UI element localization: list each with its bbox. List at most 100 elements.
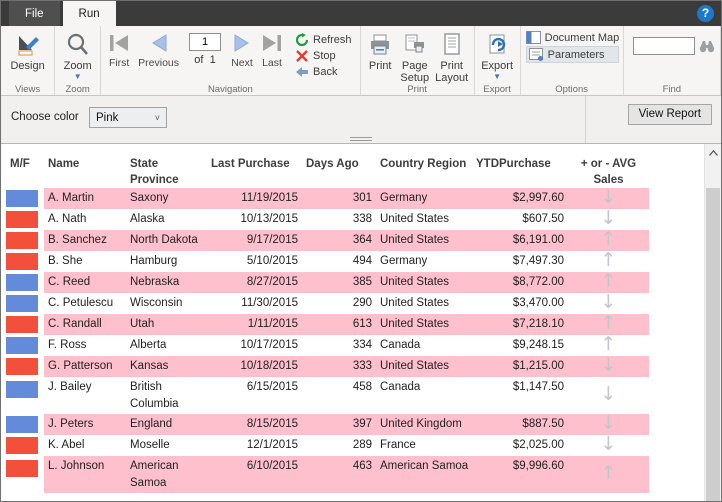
refresh-icon [295, 33, 309, 47]
table-row: C. Randall Utah 1/11/2015 613 United States $… [6, 314, 649, 336]
state-cell: England [126, 414, 207, 436]
trend-up-arrow-icon: ↑ [600, 335, 617, 356]
country-cell: Germany [376, 188, 472, 210]
days-ago-cell: 301 [302, 188, 376, 210]
parameter-divider [585, 96, 586, 143]
design-button[interactable]: Design [5, 29, 51, 72]
back-button[interactable]: Back [295, 65, 352, 79]
document-map-button[interactable]: Document Map [525, 31, 619, 44]
gender-color-swatch [6, 274, 38, 292]
table-row: K. Abel Moselle 12/1/2015 289 France $2,025.0… [6, 435, 649, 457]
days-ago-cell: 334 [352, 339, 372, 352]
ytd-cell: $7,497.30 [512, 255, 564, 268]
first-page-label: First [108, 57, 130, 69]
days-ago-cell: 333 [302, 356, 376, 378]
find-input[interactable] [632, 37, 695, 55]
state-cell: Alaska [130, 213, 165, 226]
choose-color-label: Choose color [11, 111, 79, 123]
stop-button[interactable]: Stop [295, 49, 352, 63]
print-layout-icon [443, 33, 460, 55]
tab-run[interactable]: Run [62, 1, 116, 26]
gender-color-swatch [6, 232, 38, 250]
tab-file[interactable]: File [9, 1, 60, 26]
scroll-up-icon[interactable] [705, 144, 721, 162]
gender-cell [6, 377, 44, 415]
options-stack: Document Map Parameters [525, 31, 620, 65]
last-purchase-cell: 11/30/2015 [241, 297, 298, 310]
previous-page-icon [151, 34, 167, 52]
last-purchase-cell: 10/18/2015 [207, 356, 302, 378]
days-ago-cell: 385 [302, 272, 376, 294]
country-cell: United States [376, 356, 472, 378]
page-setup-button[interactable]: Page Setup [397, 29, 433, 84]
ytd-cell: $7,218.10 [472, 314, 568, 336]
country-cell: United States [376, 314, 472, 336]
last-purchase-cell: 9/17/2015 [207, 230, 302, 252]
export-dropdown-caret-icon[interactable]: ▼ [493, 72, 502, 82]
splitter-grip[interactable] [350, 137, 372, 141]
ytd-cell: $1,147.50 [512, 381, 564, 394]
ytd-cell: $887.50 [472, 414, 568, 436]
next-page-button[interactable]: Next [231, 33, 253, 69]
state-cell: Saxony [126, 188, 207, 210]
tab-strip: File Run ? [1, 1, 721, 26]
vertical-scrollbar[interactable] [704, 144, 721, 501]
gender-cell [6, 414, 44, 436]
print-layout-button[interactable]: Print Layout [433, 29, 471, 84]
last-purchase-cell: 10/13/2015 [240, 213, 298, 226]
first-page-button[interactable]: First [108, 33, 130, 69]
ytd-cell: $8,772.00 [472, 272, 568, 294]
print-button[interactable]: Print [364, 29, 397, 72]
page-number-input[interactable] [189, 33, 222, 51]
name-cell: B. Sanchez [44, 230, 126, 252]
zoom-button[interactable]: Zoom ▼ [58, 29, 97, 81]
export-group-label: Export [483, 84, 511, 95]
previous-page-button[interactable]: Previous [138, 33, 179, 69]
stop-icon [296, 50, 308, 62]
export-label: Export [481, 60, 514, 72]
trend-down-arrow-icon: ↓ [568, 188, 649, 210]
binoculars-icon[interactable] [699, 39, 715, 53]
table-row: C. Reed Nebraska 8/27/2015 385 United States… [6, 272, 649, 294]
color-select[interactable]: Pink ˅ [89, 107, 167, 128]
trend-up-arrow-icon: ↑ [600, 251, 617, 272]
gender-cell [6, 335, 44, 357]
last-purchase-cell: 6/10/2015 [207, 456, 302, 494]
country-cell: Canada [380, 381, 421, 394]
page-setup-icon [405, 34, 424, 53]
gender-cell [6, 356, 44, 378]
report-table: M/F Name State Province Last Purchase Da… [6, 157, 649, 494]
last-purchase-cell: 10/17/2015 [240, 339, 298, 352]
state-cell: Alberta [130, 339, 167, 352]
of-label: of [194, 54, 204, 66]
gender-cell [6, 188, 44, 210]
header-mf: M/F [10, 158, 30, 170]
state-cell: Wisconsin [130, 297, 183, 310]
state-cell: British Columbia [130, 381, 179, 411]
help-icon[interactable]: ? [697, 5, 714, 22]
gender-color-swatch [6, 416, 38, 434]
report-area: M/F Name State Province Last Purchase Da… [1, 144, 721, 501]
header-days-ago: Days Ago [306, 158, 359, 170]
trend-down-arrow-icon: ↓ [600, 293, 617, 314]
gender-cell [6, 293, 44, 315]
state-cell: Moselle [130, 439, 170, 452]
options-group-label: Options [555, 84, 588, 95]
refresh-button[interactable]: Refresh [295, 33, 352, 47]
name-cell: J. Bailey [48, 381, 92, 394]
view-report-button[interactable]: View Report [627, 104, 712, 125]
parameters-button[interactable]: Parameters [525, 46, 620, 63]
trend-up-arrow-icon: ↑ [568, 314, 649, 336]
export-button[interactable]: Export ▼ [478, 29, 517, 81]
gender-cell [6, 251, 44, 273]
ytd-cell: $607.50 [522, 213, 564, 226]
trend-up-arrow-icon: ↑ [568, 456, 649, 494]
ytd-cell: $1,215.00 [472, 356, 568, 378]
last-page-button[interactable]: Last [261, 33, 283, 69]
scrollbar-thumb[interactable] [706, 188, 720, 501]
country-cell: United States [380, 213, 450, 226]
zoom-dropdown-caret-icon[interactable]: ▼ [73, 72, 82, 82]
gender-cell [6, 435, 44, 457]
country-cell: United States [380, 297, 450, 310]
ribbon-group-print: Print Page Setup [361, 26, 475, 95]
